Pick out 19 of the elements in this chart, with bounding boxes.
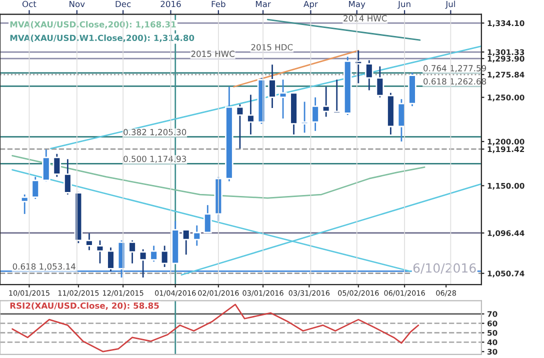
text: MVA(XAU/USD.Close,200): 1,168.31	[10, 21, 176, 29]
annotation: 2015 HDC	[251, 44, 293, 50]
text: RSI2(XAU/USD.Close, 20): 58.85	[10, 302, 159, 310]
x2-tick-label: 2016	[160, 0, 181, 8]
x2-tick-label: Mar	[256, 0, 271, 8]
x2-tick-label: Jul	[445, 0, 455, 9]
x2-tick-label: Dec	[116, 0, 131, 8]
x2-tick-label: Nov	[70, 0, 85, 8]
x2-tick-label: Apr	[304, 0, 318, 9]
x2-tick-label: Feb	[212, 0, 226, 8]
x2-tick-label: Jun	[398, 0, 410, 9]
annotation: 0.618 1,053.14	[12, 263, 76, 270]
annotation: 0.500 1,174.93	[124, 156, 186, 163]
x2-tick-label: May	[349, 0, 366, 9]
annotation: 6/10/2016	[413, 263, 476, 274]
text: MVA(XAU/USD.W1.Close,200): 1,314.80	[10, 34, 194, 42]
annotation: 0.382 1,205.30	[124, 128, 186, 136]
x2-tick-label: Oct	[22, 0, 36, 8]
annotation: 2015 HWC	[191, 50, 234, 57]
